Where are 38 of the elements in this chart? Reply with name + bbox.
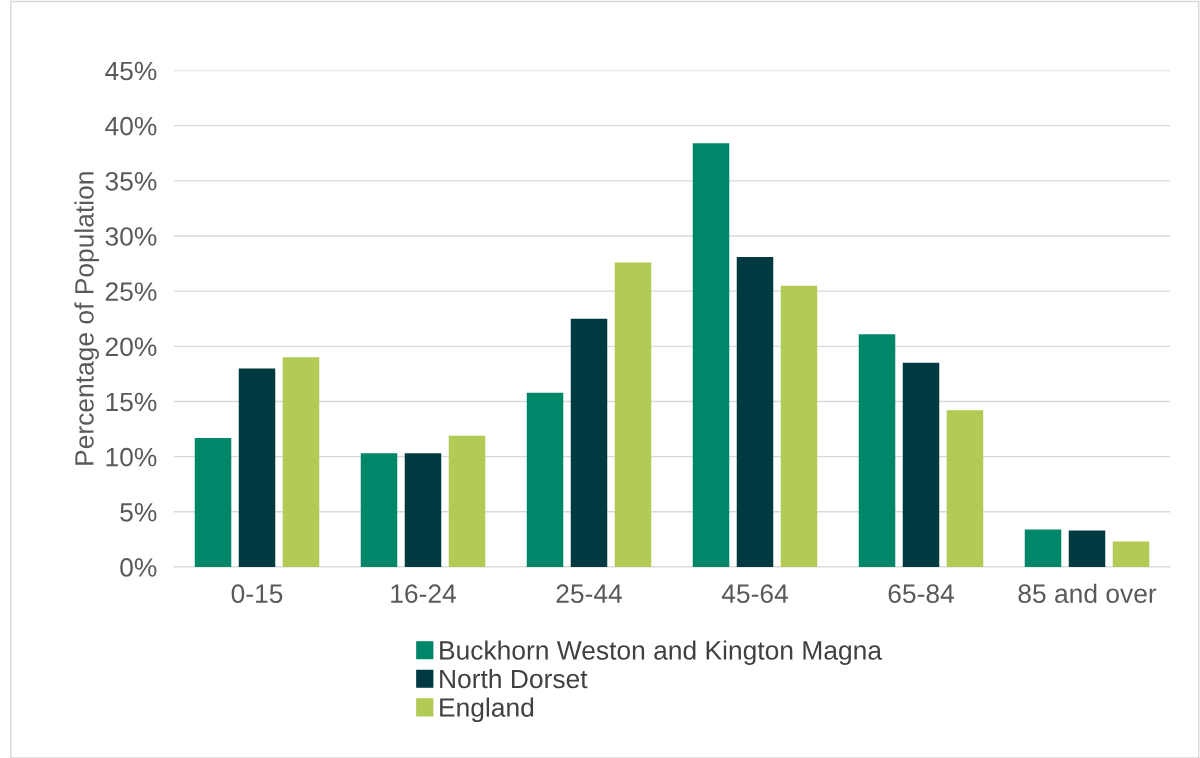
x-tick-label: 25-44 xyxy=(556,584,622,604)
bar xyxy=(1068,530,1106,567)
y-tick-label: 0% xyxy=(120,558,157,577)
legend-label: Buckhorn Weston and Kington Magna xyxy=(440,640,883,665)
y-tick-label: 15% xyxy=(106,392,157,412)
y-tick-label: 30% xyxy=(105,227,157,246)
y-tick-label: 25% xyxy=(105,282,157,301)
bar xyxy=(946,410,984,567)
x-tick-label: 65-84 xyxy=(888,584,954,604)
legend-label: North Dorset xyxy=(440,668,588,689)
y-tick-label: 35% xyxy=(105,171,157,191)
bar xyxy=(194,437,232,567)
bar xyxy=(404,453,442,567)
x-tick-label: 45-64 xyxy=(721,584,788,604)
bar xyxy=(238,368,276,567)
bar xyxy=(736,256,774,567)
bar xyxy=(570,318,608,567)
bar xyxy=(448,435,486,567)
bar xyxy=(614,262,652,567)
bar xyxy=(1024,529,1062,567)
bar xyxy=(858,334,896,567)
bar xyxy=(780,285,818,567)
x-tick-label: 85 and over xyxy=(1018,583,1157,604)
y-tick-label: 45% xyxy=(105,61,157,81)
x-tick-label: 16-24 xyxy=(391,584,456,604)
y-axis-title: Percentage of Population xyxy=(74,172,99,465)
bar xyxy=(1112,541,1150,567)
y-tick-label: 20% xyxy=(105,337,157,357)
x-tick-label: 0-15 xyxy=(231,584,283,604)
bar xyxy=(692,143,730,567)
legend-label: England xyxy=(440,697,534,723)
bar xyxy=(526,392,564,567)
y-tick-label: 40% xyxy=(105,116,157,136)
bar xyxy=(360,453,398,567)
y-tick-label: 5% xyxy=(120,503,157,522)
bar xyxy=(902,362,940,567)
y-tick-label: 10% xyxy=(106,447,157,467)
bar xyxy=(282,357,320,567)
